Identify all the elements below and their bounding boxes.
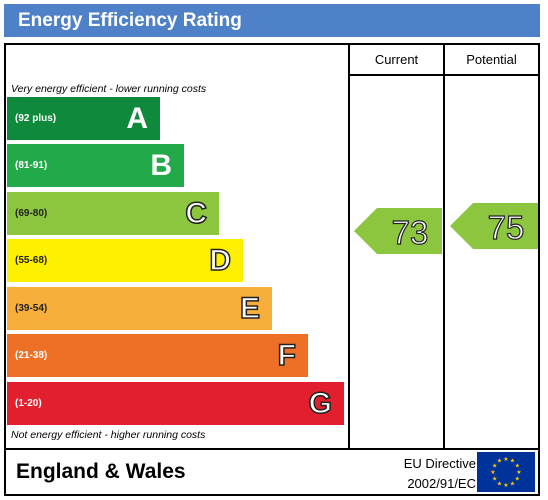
potential-column-divider [443, 45, 445, 448]
eu-star-icon: ★ [492, 476, 497, 483]
band-letter: B [150, 149, 172, 182]
eu-star-icon: ★ [515, 476, 520, 483]
eu-star-icon: ★ [510, 458, 515, 465]
band-letter: F [277, 338, 297, 373]
eu-star-icon: ★ [510, 480, 515, 487]
potential-rating-value: 75 [488, 209, 525, 246]
region-label: England & Wales [16, 460, 186, 483]
band-f: (21-38) F [7, 334, 308, 377]
current-column-divider [348, 45, 350, 448]
band-letter: D [209, 243, 232, 278]
eu-star-icon: ★ [490, 469, 495, 476]
eu-flag-stars: ★★★★★★★★★ ★ ★★ [490, 456, 521, 489]
eu-flag-icon: ★ ★ ★ ★ ★ ★ ★ ★ ★ ★ ★ ★ [477, 452, 535, 492]
band-letter: E [239, 291, 261, 326]
band-letter: C [185, 196, 208, 231]
band-range-label: (39-54) [15, 303, 48, 314]
band-range-label: (1-20) [15, 398, 42, 409]
potential-rating-arrow: 75 [450, 203, 538, 249]
eu-star-icon: ★ [503, 456, 508, 463]
band-range-label: (81-91) [15, 160, 48, 171]
potential-arrow-shape [450, 203, 538, 249]
eu-star-icon: ★ [492, 463, 497, 470]
band-e: (39-54) E [7, 287, 272, 330]
band-letter: G [308, 386, 333, 421]
band-range-label: (69-80) [15, 208, 48, 219]
band-a: (92 plus) A [7, 97, 160, 140]
band-letter: A [126, 102, 148, 135]
eu-star-icon: ★ [515, 463, 520, 470]
eu-star-icon: ★ [503, 482, 508, 489]
eu-star-icon: ★ [516, 469, 521, 476]
potential-column-header: Potential [466, 52, 517, 67]
band-d: (55-68) D [7, 239, 243, 282]
current-rating-value: 73 [392, 214, 429, 251]
band-range-label: (92 plus) [15, 113, 57, 124]
footer-divider [6, 448, 538, 450]
eu-star-icon: ★ [497, 458, 502, 465]
band-range-label: (55-68) [15, 255, 48, 266]
band-b: (81-91) B [7, 144, 184, 187]
directive-line2: 2002/91/EC [407, 476, 476, 491]
rating-frame [4, 43, 540, 496]
directive-line1: EU Directive [403, 456, 476, 471]
band-c: (69-80) C [7, 192, 219, 235]
chart-title: Energy Efficiency Rating [4, 4, 540, 37]
eu-star-icon: ★ [497, 480, 502, 487]
current-column-header: Current [374, 52, 419, 67]
current-rating-arrow: 73 [354, 208, 442, 254]
bottom-note: Not energy efficient - higher running co… [11, 429, 206, 441]
band-range-label: (21-38) [15, 350, 48, 361]
current-arrow-shape [354, 208, 442, 254]
band-g: (1-20) G [7, 382, 344, 425]
top-note: Very energy efficient - lower running co… [11, 83, 207, 95]
